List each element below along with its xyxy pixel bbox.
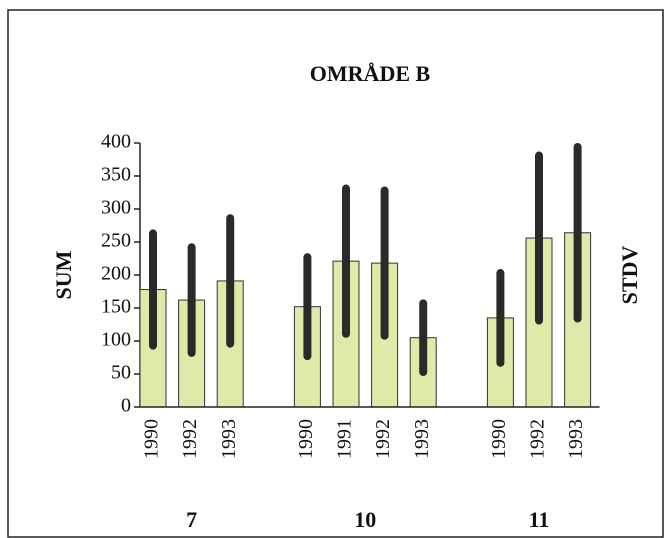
x-tick-label: 1992: [372, 419, 394, 459]
x-tick-label: 1990: [295, 419, 317, 459]
y-tick-label: 150: [101, 296, 131, 318]
y-tick-label: 50: [111, 362, 131, 384]
y-tick-label: 250: [101, 230, 131, 252]
group-label: 10: [354, 507, 376, 532]
x-tick-label: 1991: [334, 419, 356, 459]
y-tick-label: 350: [101, 164, 131, 186]
y-tick-label: 200: [101, 263, 131, 285]
y-tick-label: 0: [121, 395, 131, 417]
y-axis-label: SUM: [51, 250, 76, 299]
group-label: 7: [186, 507, 197, 532]
x-tick-label: 1993: [411, 419, 433, 459]
y-tick-label: 300: [101, 197, 131, 219]
x-tick-label: 1992: [527, 419, 549, 459]
chart-title: OMRÅDE B: [310, 61, 431, 86]
group-label: 11: [529, 507, 550, 532]
x-tick-label: 1990: [488, 419, 510, 459]
y-tick-label: 100: [101, 329, 131, 351]
x-tick-label: 1993: [565, 419, 587, 459]
y2-axis-label: STDV: [617, 246, 642, 305]
x-tick-label: 1990: [141, 419, 163, 459]
x-tick-label: 1992: [179, 419, 201, 459]
x-tick-label: 1993: [218, 419, 240, 459]
y-tick-label: 400: [101, 131, 131, 153]
